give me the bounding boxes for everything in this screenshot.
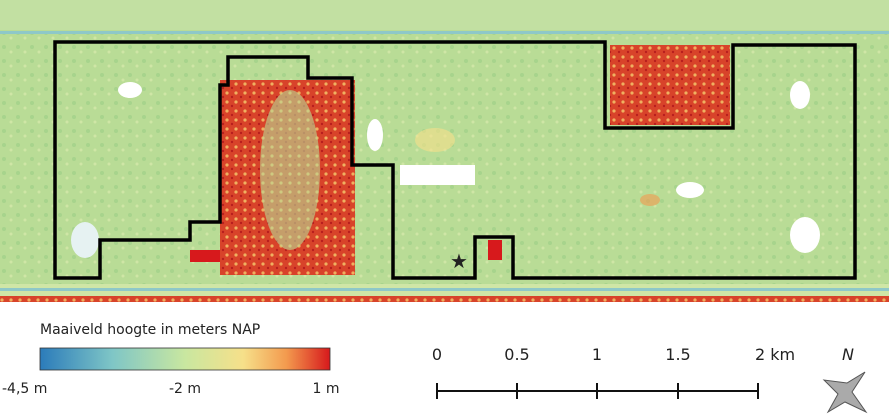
scale-label: 0 xyxy=(432,345,442,364)
north-label: N xyxy=(842,345,854,364)
scale-line xyxy=(437,383,758,399)
scale-label: 1.5 xyxy=(665,345,690,364)
scale-label: 1 xyxy=(592,345,602,364)
scale-bar: 0 0.5 1 1.5 2 km xyxy=(432,345,795,399)
north-arrow: N xyxy=(824,345,866,412)
legend-label: 1 m xyxy=(313,381,340,397)
legend: Maaiveld hoogte in meters NAP -4,5 m -2 … xyxy=(2,322,340,397)
location-star: ★ xyxy=(450,249,468,273)
legend-title: Maaiveld hoogte in meters NAP xyxy=(40,322,260,338)
map-figure: ★ Maaiveld hoogte in meters NAP -4,5 m -… xyxy=(0,0,889,416)
elevation-map: ★ xyxy=(0,0,889,302)
legend-label: -2 m xyxy=(169,381,201,397)
scale-label: 0.5 xyxy=(504,345,529,364)
color-ramp xyxy=(40,348,330,370)
legend-label: -4,5 m xyxy=(2,381,47,397)
scale-label: 2 km xyxy=(755,345,795,364)
